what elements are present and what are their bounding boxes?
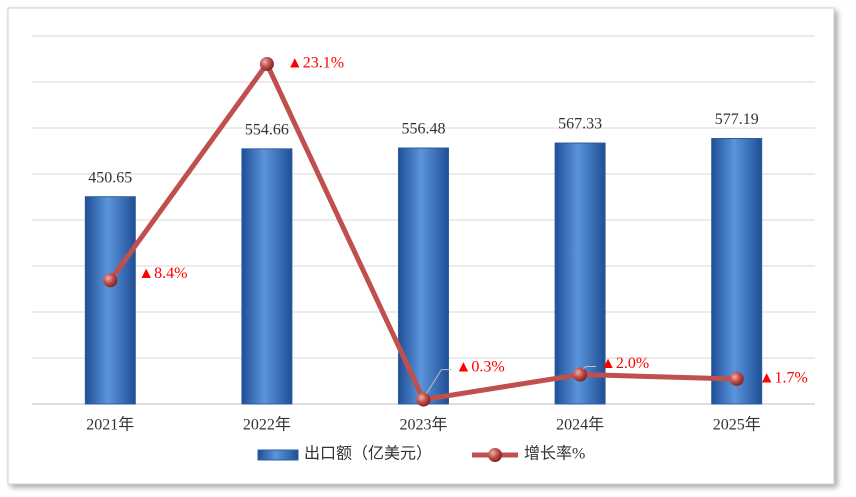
legend-label: 增长率% (524, 445, 585, 463)
line-value-label: ▲1.7% (759, 370, 808, 387)
label-leader (426, 369, 452, 394)
bar-value-label: 556.48 (402, 121, 446, 138)
label-leader (582, 366, 597, 369)
x-tick-label: 2025年 (713, 416, 761, 434)
line-marker (259, 56, 274, 71)
line-marker (573, 367, 588, 382)
line-value-label: ▲2.0% (600, 355, 649, 372)
legend-marker (488, 448, 502, 462)
bar-value-label: 450.65 (88, 169, 132, 186)
line-value-label: ▲0.3% (456, 358, 505, 375)
bar-value-label: 577.19 (715, 111, 759, 128)
bar-value-label: 554.66 (245, 122, 289, 139)
line-value-label: ▲23.1% (287, 55, 344, 72)
bar (84, 196, 136, 405)
line-marker (729, 371, 744, 386)
bar (711, 137, 763, 405)
legend-label: 出口额（亿美元） (304, 445, 432, 463)
line-marker (103, 273, 118, 288)
line-value-label: ▲8.4% (138, 265, 187, 282)
x-tick-label: 2021年 (86, 416, 134, 434)
bar-value-label: 567.33 (558, 116, 602, 133)
x-tick-label: 2023年 (399, 416, 447, 434)
line-marker (416, 392, 431, 407)
legend-swatch (257, 449, 299, 461)
bar (554, 142, 606, 405)
bar (241, 148, 293, 405)
x-tick-label: 2022年 (243, 416, 291, 434)
x-tick-label: 2024年 (556, 416, 604, 434)
